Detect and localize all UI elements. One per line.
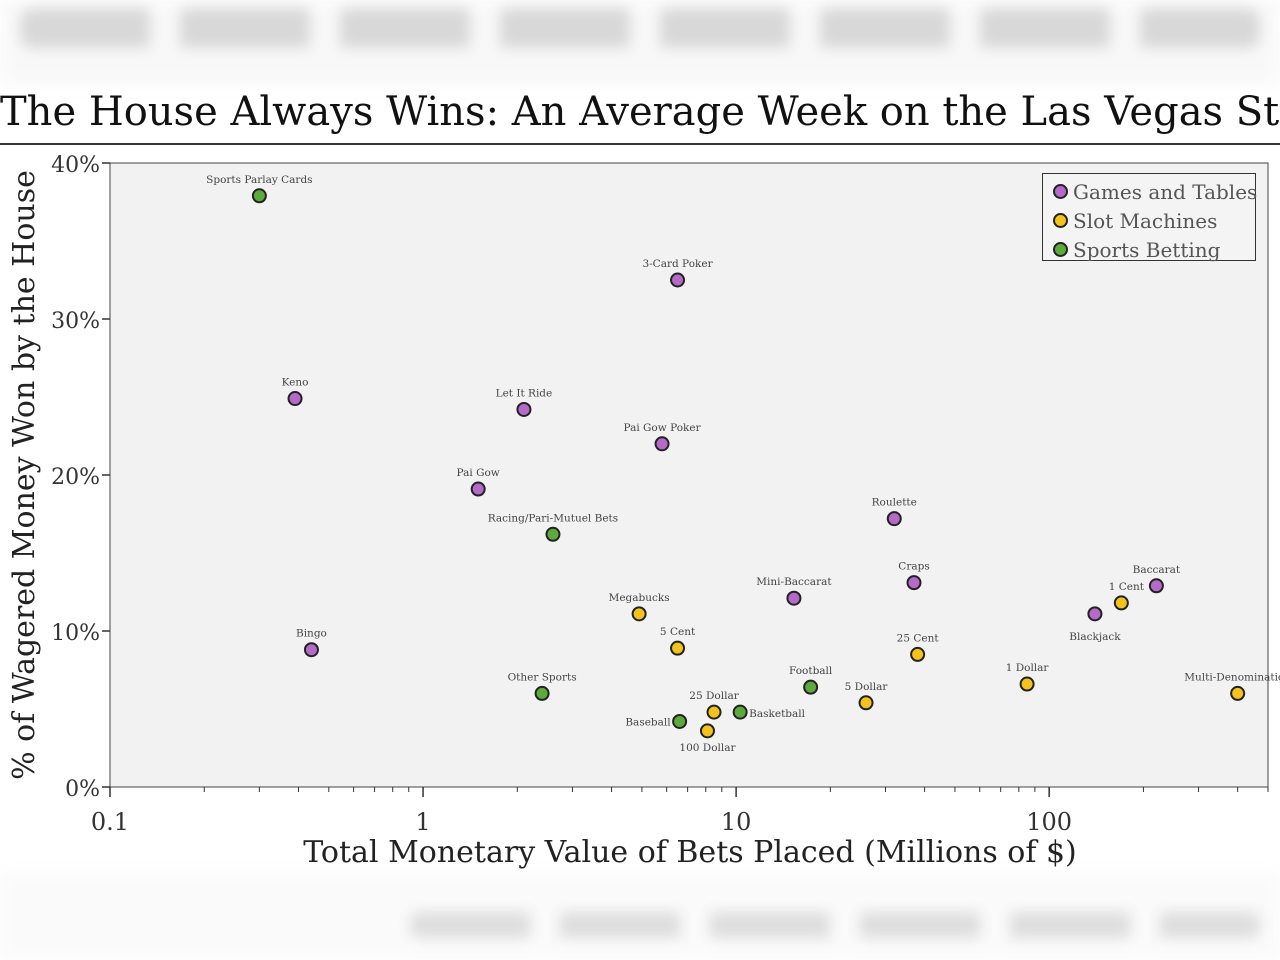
legend-marker-sports [1053, 242, 1068, 257]
data-point-label: Football [789, 665, 833, 677]
data-point-label: 3-Card Poker [642, 258, 713, 270]
blurred-footer-strip [0, 872, 1280, 960]
chart-title: The House Always Wins: An Average Week o… [0, 89, 1280, 135]
data-point-1 [1019, 676, 1035, 692]
y-tick-label: 20% [51, 465, 100, 490]
data-point-0 [1087, 606, 1103, 622]
data-point-2 [803, 679, 819, 695]
legend-label-games: Games and Tables [1073, 179, 1258, 204]
data-point-label: Roulette [872, 497, 917, 509]
legend-marker-games [1053, 184, 1068, 199]
data-point-1 [631, 606, 647, 622]
data-point-label: 1 Cent [1109, 581, 1145, 593]
data-point-label: Sports Parlay Cards [206, 174, 312, 186]
data-point-label: 1 Dollar [1006, 662, 1050, 674]
data-point-2 [545, 526, 561, 542]
data-point-label: Pai Gow [457, 467, 500, 479]
plot-area [109, 162, 1269, 788]
data-point-0 [1148, 578, 1164, 594]
data-point-label: 5 Cent [660, 626, 696, 638]
x-axis-label: Total Monetary Value of Bets Placed (Mil… [303, 835, 1077, 870]
data-point-1 [670, 640, 686, 656]
data-point-1 [699, 723, 715, 739]
data-point-label: Let It Ride [496, 387, 553, 399]
data-point-label: Multi-Denomination [1184, 671, 1280, 683]
data-point-label: Megabucks [609, 592, 670, 604]
legend-label-slots: Slot Machines [1073, 208, 1218, 233]
data-point-1 [1230, 685, 1246, 701]
data-point-label: Baseball [625, 716, 671, 728]
y-tick-label: 0% [65, 777, 100, 802]
data-point-label: Blackjack [1069, 631, 1121, 643]
data-point-label: 100 Dollar [679, 742, 736, 754]
legend-label-sports: Sports Betting [1073, 237, 1221, 262]
y-tick-label: 40% [51, 153, 100, 178]
data-point-label: Mini-Baccarat [756, 576, 832, 588]
data-point-2 [251, 188, 267, 204]
data-point-label: Bingo [296, 628, 327, 640]
data-point-label: Pai Gow Poker [623, 422, 701, 434]
y-axis-label: % of Wagered Money Won by the House [7, 170, 42, 780]
data-point-0 [906, 575, 922, 591]
data-point-2 [672, 713, 688, 729]
x-tick-label: 100 [1026, 808, 1072, 836]
data-point-label: Racing/Pari-Mutuel Bets [488, 512, 618, 524]
data-point-2 [534, 685, 550, 701]
legend-item-slots: Slot Machines [1053, 206, 1255, 235]
data-point-1 [1113, 595, 1129, 611]
data-point-label: Keno [282, 377, 309, 389]
data-point-label: 25 Dollar [689, 690, 739, 702]
data-point-label: 5 Dollar [845, 681, 889, 693]
y-tick-label: 10% [51, 621, 100, 646]
data-point-label: Basketball [749, 708, 806, 720]
data-point-2 [732, 704, 748, 720]
x-tick-label: 1 [415, 808, 430, 836]
data-point-0 [670, 272, 686, 288]
data-point-0 [786, 590, 802, 606]
legend-item-games: Games and Tables [1053, 177, 1258, 206]
data-point-0 [470, 481, 486, 497]
data-point-label: 25 Cent [897, 632, 940, 644]
data-point-label: Other Sports [508, 671, 577, 683]
x-tick-label: 10 [721, 808, 752, 836]
data-point-1 [910, 646, 926, 662]
data-point-1 [858, 695, 874, 711]
title-divider [0, 143, 1280, 145]
chart-legend: Games and Tables Slot Machines Sports Be… [1042, 173, 1258, 264]
data-point-0 [886, 511, 902, 527]
blurred-header-strip [0, 0, 1280, 86]
data-point-label: Baccarat [1133, 564, 1181, 576]
y-tick-label: 30% [51, 309, 100, 334]
data-point-0 [287, 391, 303, 407]
data-point-label: Craps [898, 561, 929, 573]
data-point-0 [303, 642, 319, 658]
data-point-0 [516, 401, 532, 417]
legend-item-sports: Sports Betting [1053, 235, 1255, 264]
data-point-0 [654, 436, 670, 452]
legend-marker-slots [1053, 213, 1068, 228]
data-point-1 [706, 704, 722, 720]
x-tick-label: 0.1 [91, 808, 129, 836]
